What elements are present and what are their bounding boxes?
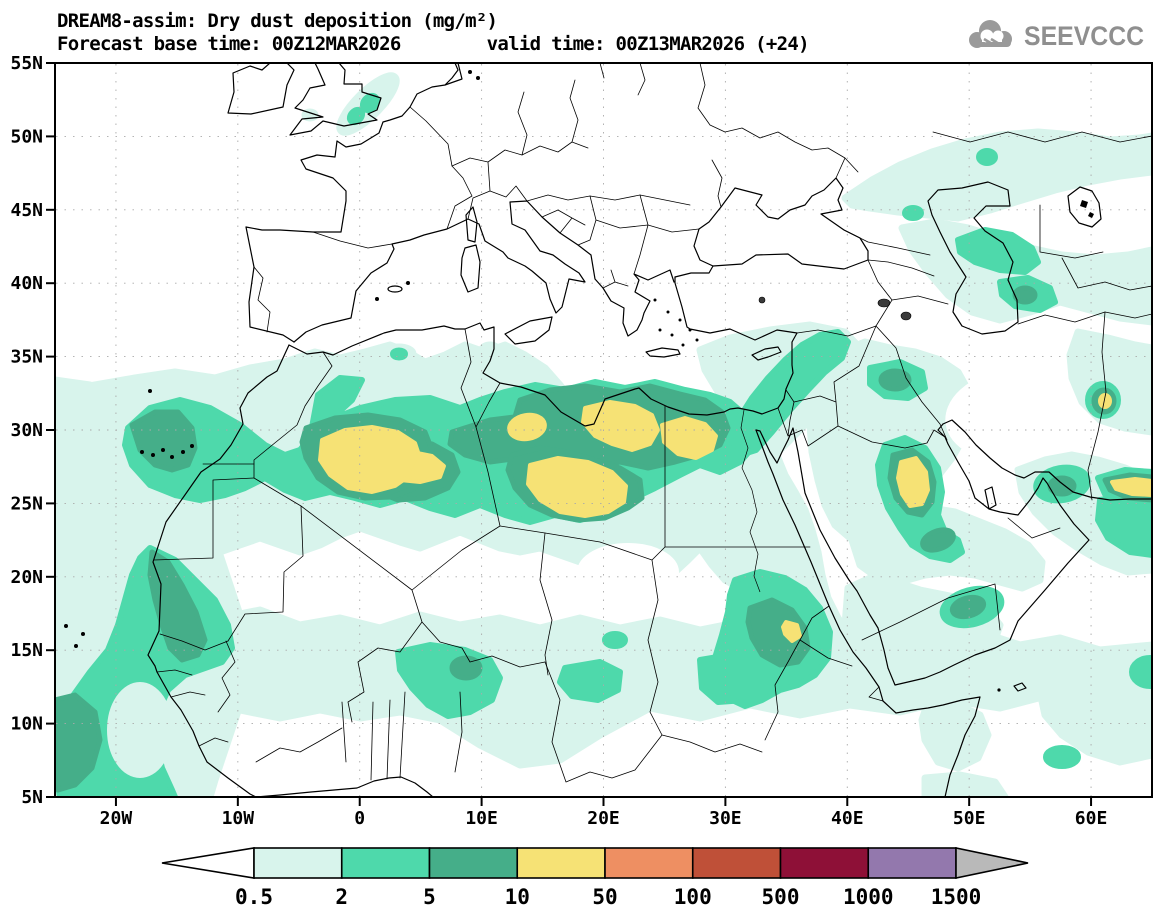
forecast-base-time: Forecast base time: 00Z12MAR2026 xyxy=(57,33,401,55)
colorbar-level-label: 10 xyxy=(505,885,530,907)
valid-time: valid time: 00Z13MAR2026 (+24) xyxy=(486,33,810,55)
lon-tick-label: 20W xyxy=(100,808,133,829)
lat-tick-label: 25N xyxy=(10,493,43,514)
colorbar-level-label: 500 xyxy=(762,885,800,907)
lon-tick-label: 10W xyxy=(222,808,255,829)
lat-tick-label: 30N xyxy=(10,420,43,441)
lon-tick-label: 10E xyxy=(465,808,498,829)
colorbar-level-label: 1500 xyxy=(931,885,982,907)
lat-tick-label: 40N xyxy=(10,273,43,294)
lat-tick-label: 15N xyxy=(10,640,43,661)
seevccc-logo: SEEVCCC xyxy=(960,16,1155,56)
lat-tick-label: 50N xyxy=(10,126,43,147)
lon-tick-label: 20E xyxy=(587,808,620,829)
lat-tick-label: 45N xyxy=(10,200,43,221)
colorbar-level-label: 100 xyxy=(674,885,712,907)
lon-tick-label: 0 xyxy=(354,808,365,829)
colorbar-level-label: 5 xyxy=(423,885,436,907)
plot-title: DREAM8-assim: Dry dust deposition (mg/m²… xyxy=(57,10,498,32)
colorbar-level-label: 1000 xyxy=(843,885,894,907)
lat-tick-label: 35N xyxy=(10,347,43,368)
plot-subtitle: Forecast base time: 00Z12MAR2026 valid ti… xyxy=(57,33,810,55)
seevccc-cloud-icon xyxy=(969,20,1013,48)
colorbar-level-label: 2 xyxy=(335,885,348,907)
axis-ticks-and-labels: 55N 50N 45N 40N 35N 30N 25N 20N 15N 10N 5N 20W 10W 0 1… xyxy=(10,53,1107,829)
lat-tick-label: 10N xyxy=(10,714,43,735)
dust-contour-fills xyxy=(56,72,1151,796)
colorbar-level-label: 50 xyxy=(592,885,617,907)
logo-text: SEEVCCC xyxy=(1024,20,1145,51)
lon-tick-label: 50E xyxy=(953,808,986,829)
lon-tick-label: 60E xyxy=(1075,808,1108,829)
colorbar-level-label: 0.5 xyxy=(235,885,273,907)
lat-tick-label: 55N xyxy=(10,53,43,74)
lon-tick-label: 40E xyxy=(831,808,864,829)
coastlines-and-borders xyxy=(64,64,1151,796)
lat-tick-label: 5N xyxy=(21,787,43,808)
lat-tick-label: 20N xyxy=(10,567,43,588)
colorbar-legend: 0.5 2 5 10 50 100 500 1000 1500 xyxy=(161,847,1029,907)
lon-tick-label: 30E xyxy=(709,808,742,829)
